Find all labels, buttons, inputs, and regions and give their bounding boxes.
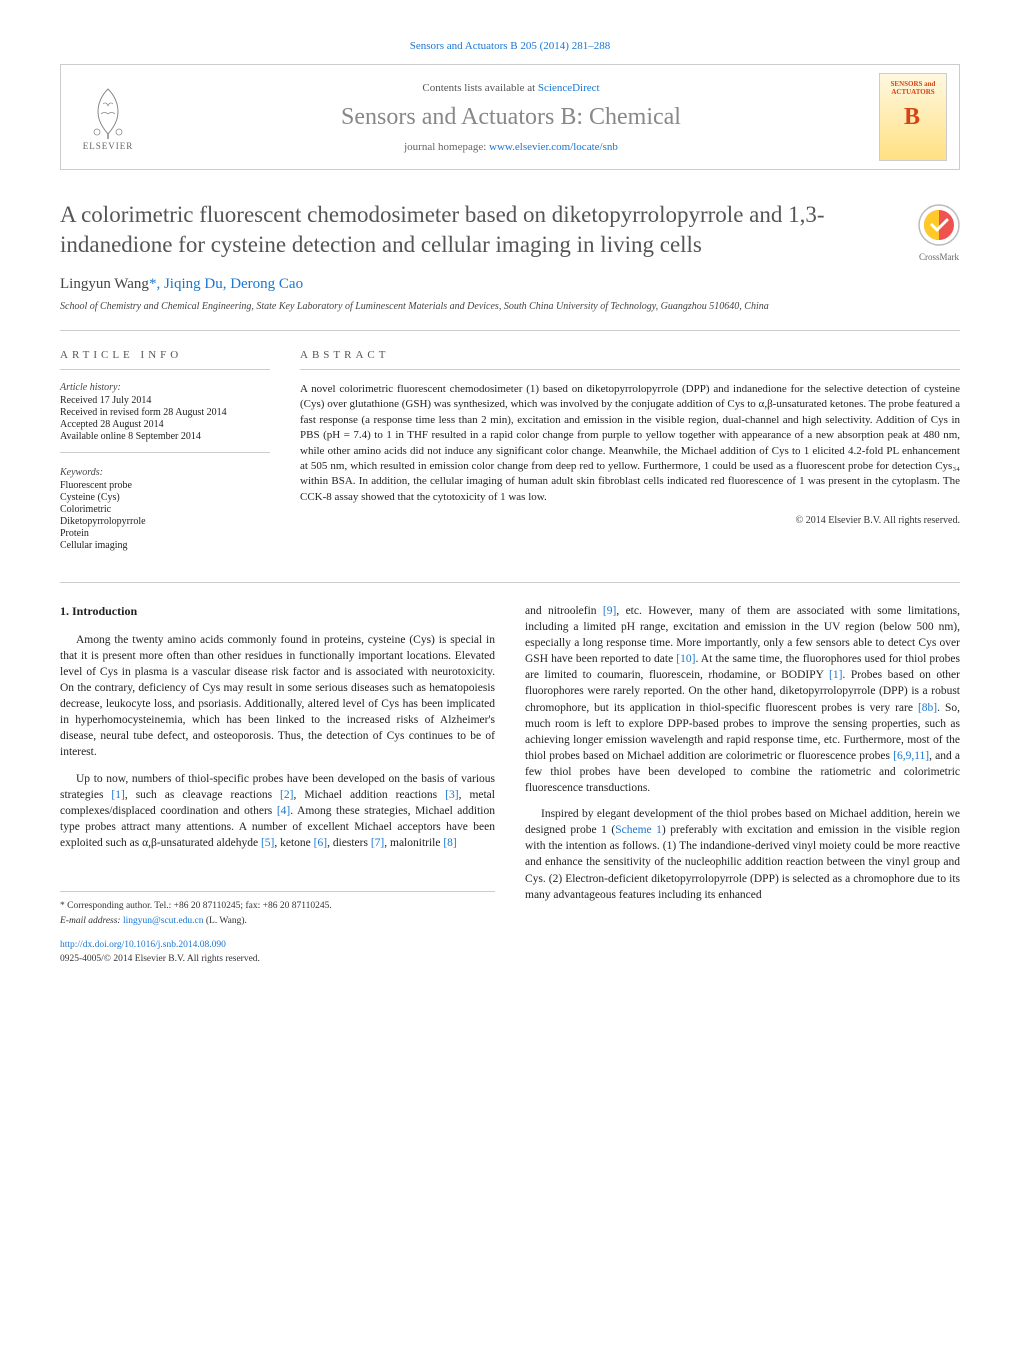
cover-line1: SENSORS and [891,80,936,88]
keyword-0: Fluorescent probe [60,480,270,491]
keyword-2: Colorimetric [60,504,270,515]
journal-title: Sensors and Actuators B: Chemical [159,104,863,131]
ref-4[interactable]: [4] [277,805,290,817]
doi-link[interactable]: http://dx.doi.org/10.1016/j.snb.2014.08.… [60,940,226,950]
history-accepted: Accepted 28 August 2014 [60,419,270,430]
cover-letter-icon: B [898,100,928,130]
email-line: E-mail address: lingyun@scut.edu.cn (L. … [60,915,495,928]
ref-1b[interactable]: [1] [829,669,842,681]
elsevier-label: ELSEVIER [83,141,134,151]
p2-e: , ketone [274,837,313,849]
section-1-heading: 1. Introduction [60,603,495,620]
email-suffix: (L. Wang). [204,916,247,926]
homepage-link[interactable]: www.elsevier.com/locate/snb [489,141,618,153]
ref-8b[interactable]: [8b] [918,702,937,714]
p2-f: , diesters [327,837,371,849]
scheme-1-link[interactable]: Scheme 1 [615,824,662,836]
abstract-copyright: © 2014 Elsevier B.V. All rights reserved… [300,515,960,526]
p2-g: , malonitrile [384,837,443,849]
crossmark-icon [918,204,960,246]
top-citation: Sensors and Actuators B 205 (2014) 281–2… [60,40,960,52]
divider-2 [60,582,960,583]
keyword-3: Diketopyrrolopyrrole [60,516,270,527]
ref-6[interactable]: [6] [314,837,327,849]
corresponding-author-link[interactable]: *, Jiqing Du, Derong Cao [149,276,303,292]
issn-copyright: 0925-4005/© 2014 Elsevier B.V. All right… [60,953,495,966]
keyword-5: Cellular imaging [60,540,270,551]
article-title: A colorimetric fluorescent chemodosimete… [60,200,898,260]
p2-a: , such as cleavage reactions [125,789,280,801]
contents-lists-line: Contents lists available at ScienceDirec… [159,82,863,94]
abstract-heading: ABSTRACT [300,349,960,370]
homepage-prefix: journal homepage: [404,141,489,153]
email-label: E-mail address: [60,916,123,926]
intro-para-1: Among the twenty amino acids commonly fo… [60,632,495,761]
ref-8[interactable]: [8] [443,837,456,849]
ref-2[interactable]: [2] [280,789,293,801]
ref-1[interactable]: [1] [111,789,124,801]
keyword-1: Cysteine (Cys) [60,492,270,503]
authors-line: Lingyun Wang*, Jiqing Du, Derong Cao [60,276,960,293]
article-info-column: ARTICLE INFO Article history: Received 1… [60,349,270,552]
c2p1-pre: and nitroolefin [525,605,603,617]
cover-line2: ACTUATORS [891,88,934,96]
email-link[interactable]: lingyun@scut.edu.cn [123,916,204,926]
svg-text:B: B [904,104,920,130]
journal-header: ELSEVIER Contents lists available at Sci… [60,64,960,170]
author-1: Lingyun Wang [60,276,149,292]
crossmark-label: CrossMark [918,252,960,262]
journal-cover-thumbnail: SENSORS and ACTUATORS B [879,73,947,161]
col2-para-2: Inspired by elegant development of the t… [525,806,960,903]
col2-para-1: and nitroolefin [9], etc. However, many … [525,603,960,796]
crossmark-badge[interactable]: CrossMark [918,200,960,262]
corresponding-author: * Corresponding author. Tel.: +86 20 871… [60,900,495,913]
contents-prefix: Contents lists available at [422,82,537,94]
elsevier-logo: ELSEVIER [73,77,143,157]
abstract-column: ABSTRACT A novel colorimetric fluorescen… [300,349,960,552]
p2-b: , Michael addition reactions [293,789,445,801]
ref-9[interactable]: [9] [603,605,616,617]
history-revised: Received in revised form 28 August 2014 [60,407,270,418]
divider [60,330,960,331]
footer-block: * Corresponding author. Tel.: +86 20 871… [60,891,495,966]
article-info-heading: ARTICLE INFO [60,349,270,370]
homepage-line: journal homepage: www.elsevier.com/locat… [159,141,863,153]
elsevier-tree-icon [83,84,133,139]
ref-10[interactable]: [10] [676,653,695,665]
keywords-label: Keywords: [60,467,270,478]
sciencedirect-link[interactable]: ScienceDirect [538,82,600,94]
history-label: Article history: [60,382,270,393]
history-received: Received 17 July 2014 [60,395,270,406]
citation-link[interactable]: Sensors and Actuators B 205 (2014) 281–2… [410,40,610,52]
ref-6-9-11[interactable]: [6,9,11] [893,750,929,762]
affiliation: School of Chemistry and Chemical Enginee… [60,301,960,312]
ref-3[interactable]: [3] [445,789,458,801]
body-column-right: and nitroolefin [9], etc. However, many … [525,603,960,966]
abstract-text: A novel colorimetric fluorescent chemodo… [300,382,960,505]
intro-para-2: Up to now, numbers of thiol-specific pro… [60,771,495,851]
history-online: Available online 8 September 2014 [60,431,270,442]
keyword-4: Protein [60,528,270,539]
ref-7[interactable]: [7] [371,837,384,849]
body-column-left: 1. Introduction Among the twenty amino a… [60,603,495,966]
ref-5[interactable]: [5] [261,837,274,849]
